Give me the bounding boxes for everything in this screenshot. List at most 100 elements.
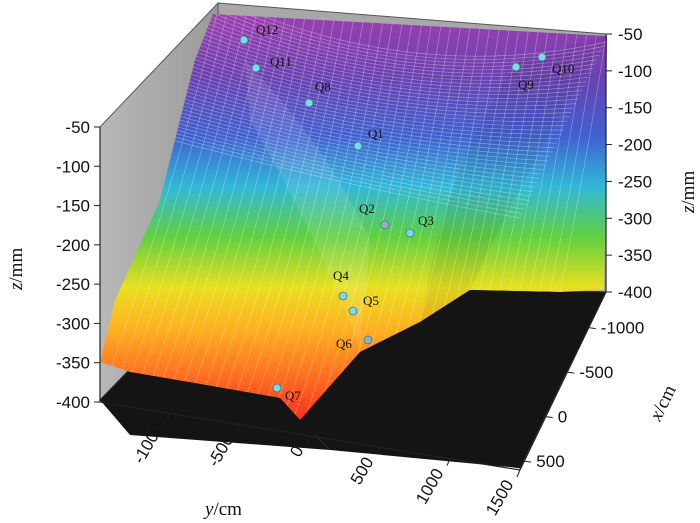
- mesh-line: [203, 14, 596, 74]
- point-label-q3: Q3: [418, 213, 434, 228]
- mesh-line: [120, 14, 238, 404]
- y-tick-mark: [166, 413, 171, 421]
- point-marker-q6: [363, 335, 373, 345]
- mesh-line: [161, 55, 566, 127]
- mesh-line: [183, 15, 296, 414]
- point-label-q7: Q7: [285, 388, 301, 403]
- y-axis-title: y/cm: [203, 499, 242, 520]
- mesh-line: [167, 49, 570, 119]
- mesh-line: [214, 14, 604, 60]
- mesh-line: [200, 15, 594, 78]
- point-label-q8: Q8: [315, 79, 331, 94]
- z-left-tick-label: -400: [56, 393, 90, 412]
- y-tick-mark: [376, 447, 381, 455]
- x-axis-ticks: -1000 -500 0 500: [524, 319, 644, 471]
- mesh-line: [152, 64, 559, 140]
- mesh-line: [138, 80, 548, 162]
- z-axis-right-ticks: -50 -100 -150 -200 -250 -300 -350 -400: [606, 25, 652, 302]
- y-tick-label: 1500: [482, 477, 517, 519]
- y-tick-mark: [516, 469, 521, 478]
- mesh-line: [188, 28, 585, 92]
- x-axis-title: x/cm: [645, 382, 681, 425]
- mesh-line: [309, 22, 413, 420]
- mesh-line: [204, 16, 316, 418]
- mesh-line: [179, 37, 579, 103]
- mesh-line: [110, 14, 229, 402]
- mesh-line: [225, 17, 335, 420]
- point-label-q2: Q2: [359, 201, 375, 216]
- mesh-line: [288, 21, 393, 420]
- mesh-line: [278, 20, 384, 420]
- z-left-tick-label: -350: [56, 354, 90, 373]
- mesh-line: [215, 17, 326, 419]
- point-label-q9: Q9: [518, 77, 534, 92]
- z-right-tick-label: -300: [618, 209, 652, 228]
- mesh-line: [173, 14, 287, 413]
- point-marker-q10: [537, 52, 547, 62]
- point-label-q6: Q6: [336, 336, 352, 351]
- point-label-q12: Q12: [256, 22, 278, 37]
- mesh-line: [182, 34, 581, 99]
- mesh-line: [257, 19, 364, 420]
- mesh-line: [164, 52, 568, 123]
- mesh-line: [135, 83, 546, 166]
- point-label-q5: Q5: [363, 293, 379, 308]
- x-tick-label: -500: [579, 363, 613, 382]
- y-tick-mark: [306, 435, 311, 444]
- point-marker-q9: [511, 62, 521, 72]
- mesh-line: [155, 61, 561, 135]
- x-tick-label: -1000: [601, 319, 644, 338]
- x-tick-mark: [567, 371, 575, 374]
- point-label-q4: Q4: [333, 268, 349, 283]
- mesh-line: [147, 70, 555, 148]
- point-marker-q11: [251, 63, 261, 73]
- mesh-line: [158, 58, 564, 131]
- y-tick-mark: [446, 458, 451, 466]
- mesh-line: [267, 20, 374, 420]
- mesh-line: [170, 46, 572, 115]
- z-left-tick-label: -150: [56, 197, 90, 216]
- z-axis-title-left: z/mm: [6, 248, 27, 291]
- mesh-line: [236, 18, 345, 420]
- mesh-line: [144, 73, 553, 153]
- mesh-line: [299, 22, 403, 420]
- x-tick-label: 0: [558, 408, 567, 427]
- valley-shade: [245, 60, 370, 352]
- mesh-line: [209, 14, 600, 67]
- mesh-line: [150, 67, 557, 144]
- z-right-tick-label: -400: [618, 283, 652, 302]
- mesh-line: [197, 19, 592, 81]
- floor-front: [300, 290, 604, 468]
- mesh-line: [217, 14, 607, 57]
- z-right-tick-label: -350: [618, 246, 652, 265]
- mesh-line: [131, 14, 248, 406]
- z-left-tick-label: -300: [56, 314, 90, 333]
- point-marker-q8: [304, 98, 314, 108]
- z-left-tick-label: -200: [56, 236, 90, 255]
- z-right-tick-label: -50: [618, 25, 643, 44]
- mesh-line: [100, 14, 219, 401]
- z-axis-left-ticks: -50 -100 -150 -200 -250 -300 -350 -400: [56, 118, 100, 412]
- point-label-q11: Q11: [270, 54, 292, 69]
- y-tick-mark: [236, 424, 241, 432]
- mesh-line: [246, 19, 355, 420]
- point-marker-q4: [338, 291, 348, 301]
- x-tick-mark: [545, 416, 553, 419]
- x-tick-label: 500: [536, 452, 564, 471]
- mesh-line: [176, 40, 576, 107]
- z-left-tick-label: -100: [56, 157, 90, 176]
- point-marker-q1: [353, 141, 363, 151]
- mesh-line: [141, 76, 551, 157]
- point-label-q1: Q1: [368, 126, 384, 141]
- z-right-tick-label: -100: [618, 62, 652, 81]
- mesh-line: [211, 14, 602, 64]
- point-marker-q3: [405, 228, 415, 238]
- x-tick-mark: [524, 460, 532, 463]
- mesh-line: [162, 14, 277, 411]
- z-right-tick-label: -200: [618, 136, 652, 155]
- point-marker-q7: [272, 383, 282, 393]
- ridge-shade: [420, 36, 607, 322]
- y-tick-label: 500: [347, 454, 378, 488]
- z-left-tick-label: -50: [65, 118, 90, 137]
